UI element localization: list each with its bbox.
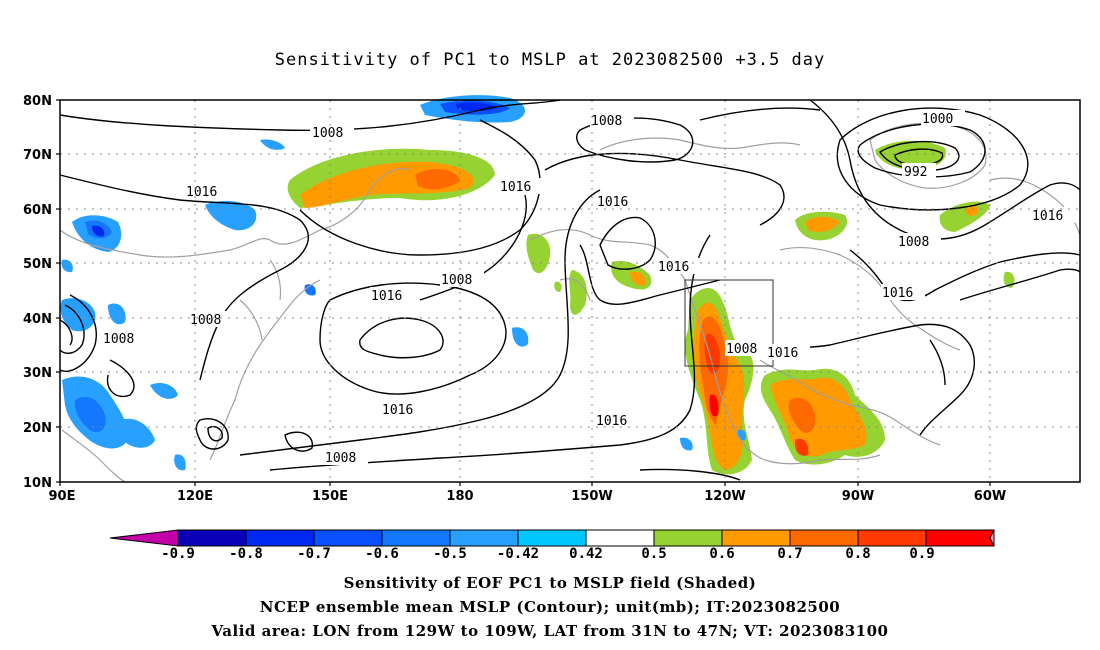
colorbar-segment (721, 529, 791, 547)
colorbar (109, 529, 995, 547)
colorbar-label: 0.8 (845, 546, 870, 562)
lon-label: 180 (446, 489, 473, 504)
colorbar-segment (789, 529, 859, 547)
lon-label: 120E (177, 489, 213, 504)
lat-label: 30N (23, 366, 52, 381)
map-title: Sensitivity of PC1 to MSLP at 2023082500… (274, 50, 826, 70)
colorbar-labels: -0.9 -0.8 -0.7 -0.6 -0.5 -0.42 0.42 0.5 … (161, 546, 935, 562)
contour-label: 1008 (898, 235, 929, 250)
contour-label: 1008 (726, 342, 757, 357)
contour-label: 1016 (767, 346, 798, 361)
lon-label: 60W (974, 489, 1006, 504)
colorbar-label: -0.9 (161, 546, 195, 562)
contour-label: 1016 (1032, 209, 1063, 224)
colorbar-segment (925, 529, 995, 547)
lat-label: 50N (23, 257, 52, 272)
colorbar-label: -0.8 (229, 546, 263, 562)
lon-label: 150W (571, 489, 612, 504)
colorbar-label: 0.9 (909, 546, 934, 562)
contour-label: 1008 (441, 273, 472, 288)
grid-lines (60, 100, 1080, 482)
negative-sensitivity-shading (60, 95, 747, 471)
lon-label: 90W (842, 489, 874, 504)
contour-label: 1016 (371, 289, 402, 304)
lat-label: 80N (23, 94, 52, 109)
longitude-labels: 90E 120E 150E 180 150W 120W 90W 60W (49, 489, 1007, 504)
colorbar-label: 0.5 (641, 546, 666, 562)
colorbar-segment (857, 529, 927, 547)
contour-label: 992 (904, 165, 927, 180)
lon-label: 90E (49, 489, 76, 504)
contour-label: 1016 (382, 403, 413, 418)
contour-label: 1016 (882, 286, 913, 301)
lat-label: 40N (23, 312, 52, 327)
colorbar-label: 0.7 (777, 546, 802, 562)
colorbar-label: 0.42 (569, 546, 603, 562)
positive-sensitivity-shading (287, 140, 1015, 475)
contour-label: 1016 (186, 185, 217, 200)
colorbar-label: -0.7 (297, 546, 331, 562)
validation-area-box (684, 279, 774, 367)
colorbar-extension-low (109, 529, 179, 547)
contour-label: 1008 (591, 114, 622, 129)
contour-label: 1016 (597, 195, 628, 210)
colorbar-label: -0.42 (497, 546, 539, 562)
lat-label: 20N (23, 421, 52, 436)
contour-label: 1016 (658, 260, 689, 275)
colorbar-segment (585, 529, 655, 547)
colorbar-segment (245, 529, 315, 547)
contour-label: 1008 (103, 332, 134, 347)
map-frame (59, 99, 1081, 483)
colorbar-segment (177, 529, 247, 547)
contour-label: 1016 (596, 414, 627, 429)
lat-label: 70N (23, 148, 52, 163)
contour-label: 1008 (190, 313, 221, 328)
colorbar-segment (517, 529, 587, 547)
axis-ticks (56, 99, 991, 486)
lon-label: 120W (704, 489, 745, 504)
latitude-labels: 80N 70N 60N 50N 40N 30N 20N 10N (23, 94, 52, 491)
colorbar-label: -0.6 (365, 546, 399, 562)
colorbar-segment (313, 529, 383, 547)
colorbar-segment (449, 529, 519, 547)
caption-line-1: Sensitivity of EOF PC1 to MSLP field (Sh… (343, 574, 757, 592)
colorbar-extension-high (989, 529, 995, 547)
contour-labels: 1008 1016 1016 1008 1016 1008 1008 1016 … (102, 110, 1075, 466)
colorbar-segment (653, 529, 723, 547)
contour-label: 1008 (312, 126, 343, 141)
contour-label: 1008 (325, 451, 356, 466)
lat-label: 10N (23, 476, 52, 491)
caption-line-2: NCEP ensemble mean MSLP (Contour); unit(… (259, 598, 841, 616)
caption-line-3: Valid area: LON from 129W to 109W, LAT f… (211, 622, 889, 640)
colorbar-label: 0.6 (709, 546, 734, 562)
contour-label: 1000 (922, 112, 953, 127)
colorbar-label: -0.5 (433, 546, 467, 562)
contour-label: 1016 (500, 180, 531, 195)
colorbar-segment (381, 529, 451, 547)
lat-label: 60N (23, 203, 52, 218)
lon-label: 150E (312, 489, 348, 504)
